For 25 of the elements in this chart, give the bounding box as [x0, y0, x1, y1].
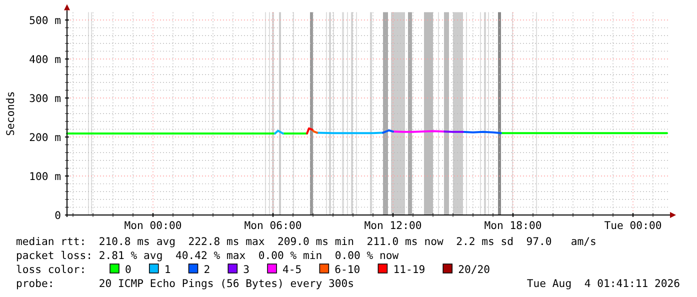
text: Tue Aug 4 01:41:11 2026 [526, 278, 680, 290]
x-tick-label: Mon 12:00 [364, 220, 422, 232]
y-tick-label: 0 [54, 210, 61, 222]
y-tick-label: 500 m [29, 15, 61, 27]
legend-label: 2 [204, 264, 210, 276]
y-tick-label: 100 m [29, 171, 61, 183]
y-tick-label: 300 m [29, 93, 61, 105]
legend-label: 6-10 [334, 264, 360, 276]
legend-label: 4-5 [282, 264, 302, 276]
legend-label: 11-19 [393, 264, 426, 276]
legend-label: 3 [243, 264, 250, 276]
y-axis-title: Seconds [5, 91, 17, 136]
x-tick-label: Mon 00:00 [124, 220, 182, 232]
text: median rtt: 210.8 ms avg 222.8 ms max 209.0 ms min 211.0 ms now 2.2 ms sd 97.0 am/s [16, 236, 596, 248]
x-tick-label: Mon 06:00 [244, 220, 302, 232]
x-tick-label: Tue 00:00 [604, 220, 662, 232]
y-tick-label: 200 m [29, 132, 61, 144]
legend-label: 20/20 [458, 264, 490, 276]
y-tick-label: 400 m [29, 54, 61, 66]
legend-title: loss color: [16, 264, 86, 276]
text: probe: 20 ICMP Echo Pings (56 Bytes) every 300s [16, 278, 354, 290]
x-tick-label: Mon 18:00 [484, 220, 542, 232]
text: packet loss: 2.81 % avg 40.42 % max 0.00 % min 0.00 % now [16, 250, 400, 262]
legend-label: 1 [164, 264, 171, 276]
legend-label: 0 [125, 264, 132, 276]
